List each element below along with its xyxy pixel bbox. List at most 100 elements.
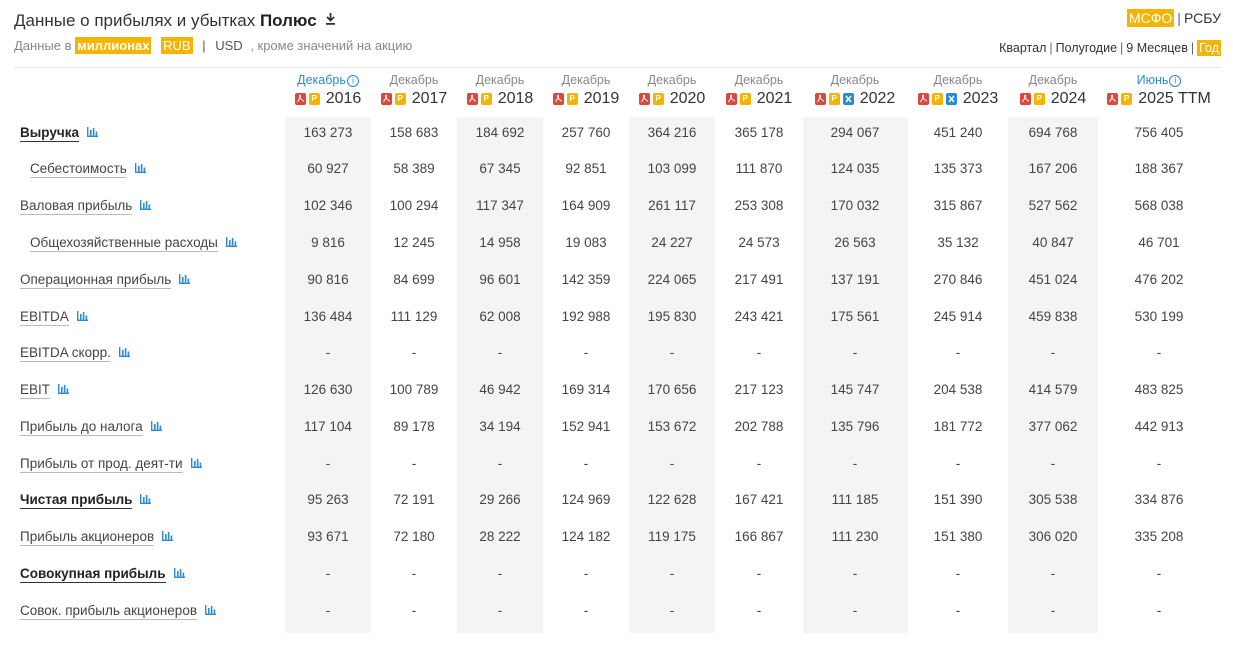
info-icon[interactable]: i — [1169, 75, 1182, 87]
row-label[interactable]: EBITDA скорр. — [20, 345, 130, 362]
table-cell: 67 345 — [479, 161, 521, 176]
pdf-file-icon[interactable] — [380, 93, 392, 105]
row-label-text[interactable]: EBITDA — [20, 309, 69, 326]
table-cell: 305 538 — [1028, 492, 1078, 507]
currency-usd-button[interactable]: USD — [215, 38, 243, 53]
table-cell: - — [669, 603, 675, 618]
bar-chart-icon[interactable] — [76, 309, 88, 324]
row-label-text[interactable]: EBITDA скорр. — [20, 345, 111, 362]
row-label[interactable]: Прибыль акционеров — [20, 529, 174, 546]
download-icon[interactable] — [325, 10, 336, 30]
row-label-text[interactable]: EBIT — [20, 382, 51, 399]
row-label[interactable]: EBIT — [20, 382, 70, 399]
table-cell: - — [411, 566, 417, 581]
report-file-icon[interactable]: P — [394, 93, 406, 105]
row-label-text[interactable]: Прибыль акционеров — [20, 529, 155, 546]
row-label[interactable]: Чистая прибыль — [20, 492, 152, 509]
row-label-text[interactable]: Совок. прибыль акционеров — [20, 603, 197, 620]
bar-chart-icon[interactable] — [173, 566, 185, 581]
row-label[interactable]: Совокупная прибыль — [20, 566, 185, 583]
row-label-text[interactable]: Совокупная прибыль — [20, 566, 166, 583]
period-half-button[interactable]: Полугодие — [1055, 41, 1118, 55]
row-label[interactable]: Операционная прибыль — [20, 272, 191, 289]
bar-chart-icon[interactable] — [225, 235, 237, 250]
period-quarter-button[interactable]: Квартал — [999, 41, 1047, 55]
row-label[interactable]: Валовая прибыль — [20, 198, 152, 215]
row-label-text[interactable]: Общехозяйственные расходы — [30, 235, 218, 252]
column-year: 2016 — [325, 90, 362, 107]
xls-file-icon[interactable] — [945, 93, 957, 105]
table-cell: - — [411, 456, 417, 471]
bar-chart-icon[interactable] — [162, 529, 174, 544]
bar-chart-icon[interactable] — [140, 198, 152, 213]
bar-chart-icon[interactable] — [118, 345, 130, 360]
row-label[interactable]: Прибыль до налога — [20, 419, 162, 436]
table-cell: 135 373 — [933, 161, 983, 176]
pdf-file-icon[interactable] — [466, 93, 478, 105]
bar-chart-icon[interactable] — [86, 125, 98, 140]
column-year-row: P 2024 — [983, 90, 1123, 108]
row-label[interactable]: Себестоимость — [30, 161, 146, 178]
report-file-icon[interactable]: P — [828, 93, 840, 105]
ras-button[interactable]: РСБУ — [1183, 10, 1221, 26]
xls-file-icon[interactable] — [842, 93, 854, 105]
pdf-file-icon[interactable] — [638, 93, 650, 105]
bar-chart-icon[interactable] — [179, 272, 191, 287]
row-label-text[interactable]: Операционная прибыль — [20, 272, 172, 289]
row-label[interactable]: Общехозяйственные расходы — [30, 235, 237, 252]
report-file-icon[interactable]: P — [739, 93, 751, 105]
bar-chart-icon[interactable] — [190, 456, 202, 471]
pdf-file-icon[interactable] — [725, 93, 737, 105]
column-month-label: Июнь — [1136, 73, 1169, 87]
info-icon[interactable]: i — [346, 75, 359, 87]
bar-chart-icon[interactable] — [140, 492, 152, 507]
pdf-file-icon[interactable] — [917, 93, 929, 105]
currency-rub-button[interactable]: RUB — [161, 37, 193, 54]
table-cell: 26 563 — [834, 235, 876, 250]
table-cell: 167 421 — [734, 492, 784, 507]
row-label[interactable]: Выручка — [20, 125, 98, 142]
row-label[interactable]: Совок. прибыль акционеров — [20, 603, 216, 620]
row-label-text[interactable]: Прибыль от прод. деят-ти — [20, 456, 183, 473]
period-year-button[interactable]: Год — [1197, 40, 1221, 56]
row-label[interactable]: EBITDA — [20, 309, 88, 326]
row-label-text[interactable]: Чистая прибыль — [20, 492, 133, 509]
report-file-icon[interactable]: P — [480, 93, 492, 105]
table-cell: - — [852, 566, 858, 581]
bar-chart-icon[interactable] — [150, 419, 162, 434]
table-cell: - — [669, 566, 675, 581]
table-cell: - — [497, 566, 503, 581]
table-cell: 181 772 — [933, 419, 983, 434]
row-label-text[interactable]: Валовая прибыль — [20, 198, 133, 215]
column-header: Декабрь P 2023 — [888, 73, 1028, 108]
report-file-icon[interactable]: P — [308, 93, 320, 105]
table-cell: 100 789 — [389, 382, 439, 397]
bar-chart-icon[interactable] — [134, 161, 146, 176]
pdf-file-icon[interactable] — [552, 93, 564, 105]
bar-chart-icon[interactable] — [58, 382, 70, 397]
table-cell: - — [955, 603, 961, 618]
row-label[interactable]: Прибыль от прод. деят-ти — [20, 456, 202, 473]
pdf-file-icon[interactable] — [294, 93, 306, 105]
report-file-icon[interactable]: P — [1121, 93, 1133, 105]
standard-switch: МСФО | РСБУ — [1126, 9, 1221, 27]
pdf-file-icon[interactable] — [1107, 93, 1119, 105]
ifrs-button[interactable]: МСФО — [1126, 9, 1175, 27]
row-label-text[interactable]: Выручка — [20, 125, 79, 142]
table-cell: - — [1050, 603, 1056, 618]
pdf-file-icon[interactable] — [814, 93, 826, 105]
row-label-text[interactable]: Прибыль до налога — [20, 419, 143, 436]
report-file-icon[interactable]: P — [566, 93, 578, 105]
pdf-file-icon[interactable] — [1019, 93, 1031, 105]
report-file-icon[interactable]: P — [931, 93, 943, 105]
row-label-text[interactable]: Себестоимость — [30, 161, 127, 178]
bar-chart-icon[interactable] — [205, 603, 216, 618]
report-file-icon[interactable]: P — [652, 93, 664, 105]
table-cell: - — [497, 456, 503, 471]
table-cell: - — [852, 456, 858, 471]
table-cell: - — [325, 603, 331, 618]
report-file-icon[interactable]: P — [1033, 93, 1045, 105]
column-month: Декабрь — [516, 73, 656, 88]
period-9m-button[interactable]: 9 Месяцев — [1126, 41, 1188, 55]
column-month-label: Декабрь — [389, 73, 439, 87]
